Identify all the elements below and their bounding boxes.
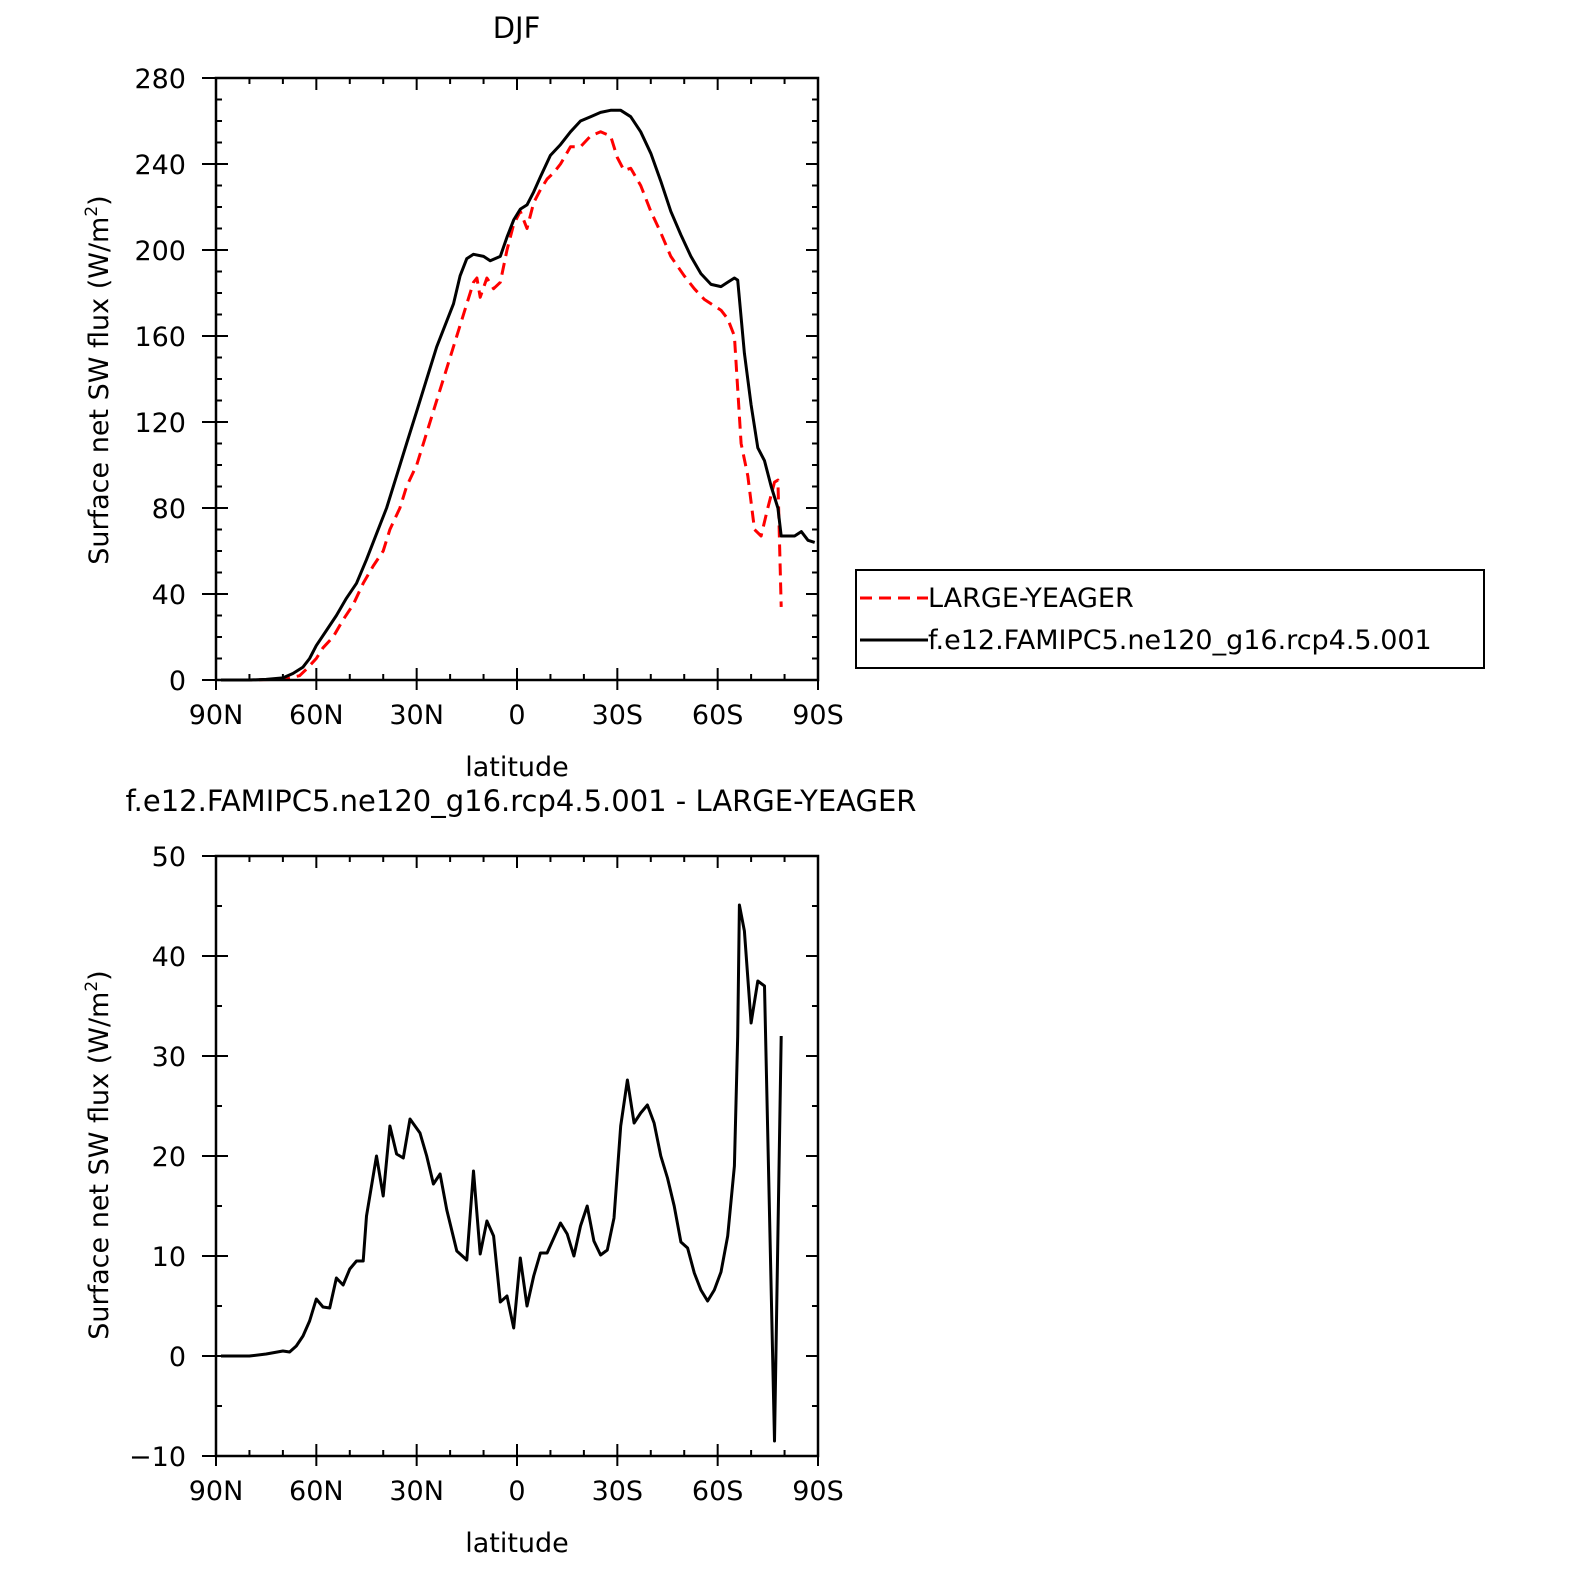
bottom-chart-y-tick-label: 40 — [152, 942, 186, 973]
bottom-chart-x-tick-label: 0 — [508, 1476, 525, 1507]
top-chart-y-tick-label: 120 — [134, 408, 186, 439]
bottom-chart-x-tick-label: 90N — [189, 1476, 244, 1507]
bottom-chart-y-tick-label: 10 — [152, 1242, 186, 1273]
top-chart-title: DJF — [493, 11, 541, 45]
bottom-chart-y-tick-label: 20 — [152, 1142, 186, 1173]
legend-box — [855, 569, 1485, 669]
top-chart-x-tick-label: 30S — [592, 700, 644, 731]
bottom-chart-y-tick-label: 30 — [152, 1042, 186, 1073]
top-chart-x-tick-label: 60S — [692, 700, 744, 731]
top-chart-y-axis-label-superscript: 2 — [82, 206, 102, 217]
top-chart-x-tick-label: 30N — [389, 700, 444, 731]
bottom-chart-x-tick-label: 60N — [289, 1476, 344, 1507]
bottom-chart-y-tick-label: 50 — [152, 842, 186, 873]
svg-text:Surface net SW flux (W/m2): Surface net SW flux (W/m2) — [82, 195, 115, 564]
bottom-chart-series-line-0 — [221, 903, 783, 1443]
top-chart-series-line-0 — [221, 130, 783, 682]
bottom-chart-x-tick-label: 90S — [792, 1476, 844, 1507]
bottom-chart-title: f.e12.FAMIPC5.ne120_g16.rcp4.5.001 - LAR… — [126, 784, 917, 818]
top-chart-x-tick-label: 60N — [289, 700, 344, 731]
bottom-chart-plot-frame — [214, 854, 820, 1458]
top-chart-y-tick-label: 80 — [152, 494, 186, 525]
bottom-chart-y-tick-label: −10 — [129, 1442, 186, 1473]
top-chart-y-tick-label: 240 — [134, 150, 186, 181]
legend-label-large-yeager: LARGE-YEAGER — [928, 583, 1134, 614]
legend-label-rcp45: f.e12.FAMIPC5.ne120_g16.rcp4.5.001 — [928, 625, 1432, 656]
bottom-chart-y-axis-label-close: ) — [84, 970, 115, 981]
top-chart-x-tick-label: 0 — [508, 700, 525, 731]
bottom-chart-x-axis-label: latitude — [465, 1528, 569, 1559]
bottom-chart-y-tick-label: 0 — [169, 1342, 186, 1373]
top-chart-y-tick-label: 280 — [134, 64, 186, 95]
top-chart-y-tick-label: 40 — [152, 580, 186, 611]
top-chart-y-tick-label: 160 — [134, 322, 186, 353]
top-chart-y-tick-label: 200 — [134, 236, 186, 267]
top-chart-x-tick-label: 90S — [792, 700, 844, 731]
top-chart-plot-frame — [214, 76, 820, 682]
top-chart-y-tick-label: 0 — [169, 666, 186, 697]
top-chart-series-line-1 — [221, 108, 816, 682]
bottom-chart-x-tick-label: 30N — [389, 1476, 444, 1507]
top-chart-x-axis-label: latitude — [465, 752, 569, 783]
top-chart: DJF Surface net SW flux (W/m2) 90N 60N 30N… — [82, 11, 1485, 783]
svg-text:Surface net SW flux (W/m2): Surface net SW flux (W/m2) — [82, 970, 115, 1339]
bottom-chart-x-tick-label: 60S — [692, 1476, 744, 1507]
legend: LARGE-YEAGER f.e12.FAMIPC5.ne120_g16.rcp… — [855, 569, 1485, 669]
top-chart-y-axis-label-close: ) — [84, 195, 115, 206]
bottom-chart-y-axis-label-superscript: 2 — [82, 981, 102, 992]
bottom-chart-y-axis-label-main: Surface net SW flux (W/m — [84, 992, 115, 1340]
top-chart-y-axis-label-main: Surface net SW flux (W/m — [84, 217, 115, 565]
top-chart-x-tick-label: 90N — [189, 700, 244, 731]
bottom-chart-x-tick-label: 30S — [592, 1476, 644, 1507]
top-chart-y-axis-label: Surface net SW flux (W/m2) — [82, 195, 115, 564]
bottom-chart-y-axis-label: Surface net SW flux (W/m2) — [82, 970, 115, 1339]
bottom-chart: f.e12.FAMIPC5.ne120_g16.rcp4.5.001 - LAR… — [82, 784, 916, 1559]
